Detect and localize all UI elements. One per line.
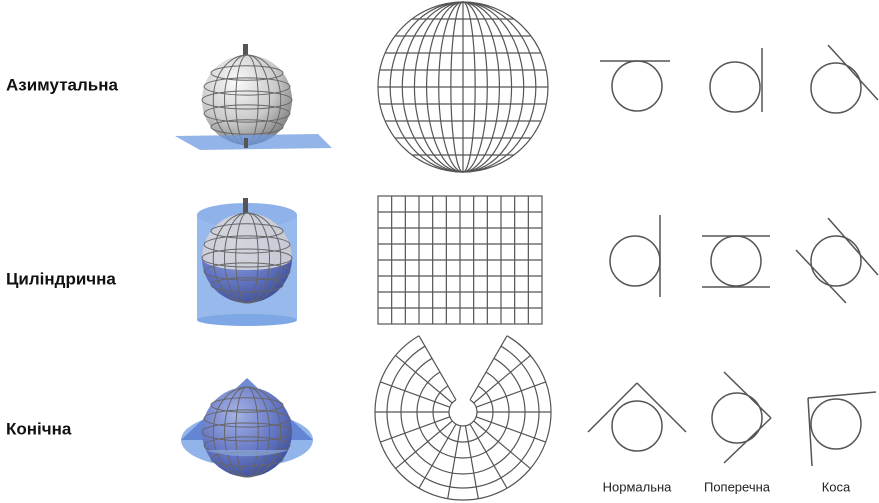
grid-line [201,422,293,442]
row-label: Циліндрична [6,269,116,288]
grid-line [386,345,540,489]
column-label: Поперечна [704,479,771,494]
azimuthal-globe [175,44,332,150]
column-label: Коса [822,479,851,494]
grid-line [448,399,478,427]
column-label: Нормальна [603,479,673,494]
tangency-icons [587,44,879,467]
grid-line [203,235,291,254]
grid-line [201,248,293,268]
grid-line [203,77,291,96]
grid-line [380,416,451,443]
grid-line [432,385,494,443]
grid-line [400,357,526,475]
grid-line [464,425,479,499]
grid-line [203,104,291,123]
grid-line [469,335,508,401]
grid-line [469,423,508,489]
grid-line [212,212,282,304]
grid-line [210,277,284,293]
grid-line [374,335,552,501]
cylindrical-globe [197,198,297,326]
grid-line [201,90,293,110]
grid-line [212,386,282,478]
grid-line [418,335,457,401]
azimuthal-grid [377,1,549,173]
grid-line [380,381,451,408]
grid-line [210,119,284,135]
grid-line [210,397,284,413]
grid-line [395,420,453,470]
row-label: Азимутальна [6,75,118,94]
grid-line [418,423,457,489]
grid-line [447,425,462,499]
conic-globe [181,378,313,478]
grid-line [416,371,510,459]
cylindrical-grid [377,195,543,325]
grid-line [203,409,291,428]
grid-line [475,416,546,443]
grid-line [203,262,291,281]
conic-grid [374,335,552,501]
grid-line [210,223,284,239]
grid-line [395,354,453,404]
grid-line [473,420,531,470]
grid-line [475,381,546,408]
grid-line [473,354,531,404]
grid-line [210,65,284,81]
row-label: Конічна [6,419,72,438]
